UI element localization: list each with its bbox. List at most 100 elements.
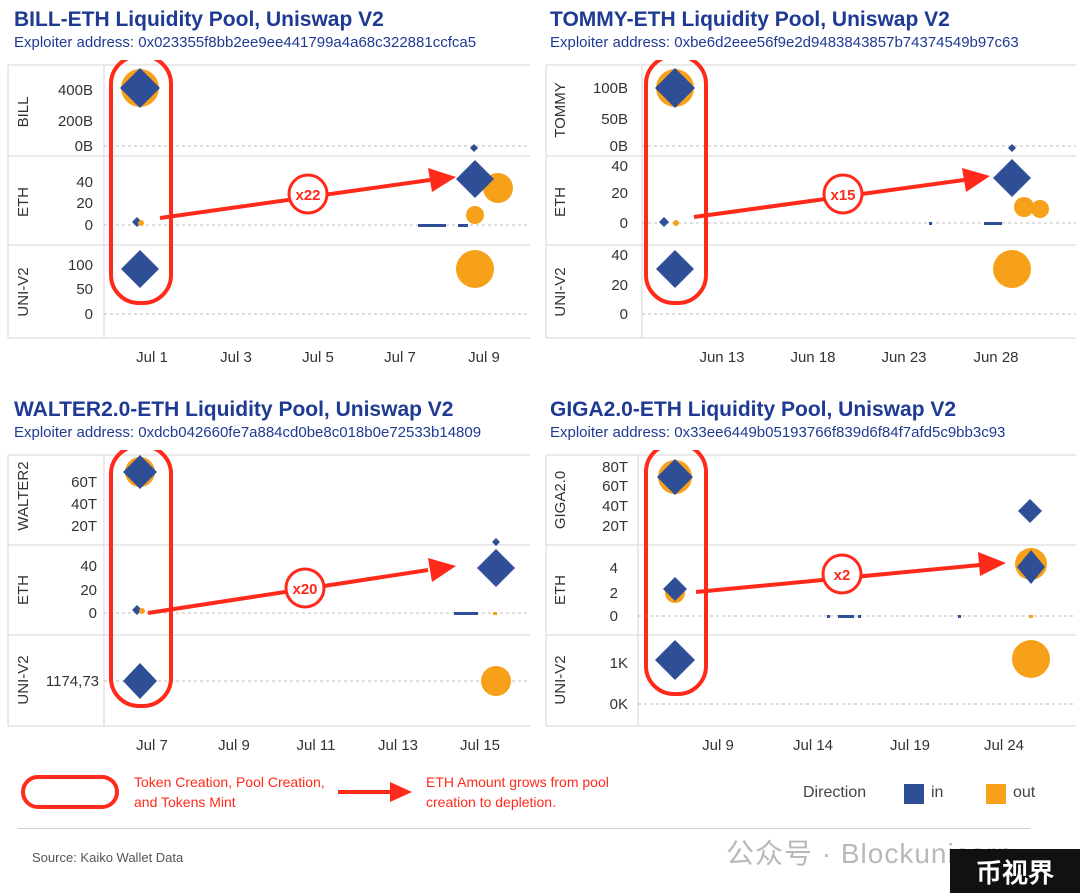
multiplier-label: x20 (292, 581, 317, 598)
growth-arrowhead (962, 168, 990, 192)
point-in (456, 160, 494, 198)
brand-badge: 币视界 (950, 849, 1080, 893)
x-tick: Jul 1 (136, 349, 168, 366)
point-in (123, 663, 157, 699)
x-tick: Jul 9 (702, 737, 734, 754)
creation-oval (109, 60, 173, 305)
panel-label-tommy: TOMMY (552, 82, 569, 138)
point-out (1014, 197, 1034, 217)
point-out (481, 666, 511, 696)
y-tick: 50 (76, 281, 93, 298)
y-tick: 0B (75, 138, 93, 155)
point-in (1008, 144, 1016, 152)
multiplier-badge (822, 173, 864, 215)
point-in (492, 538, 500, 546)
point-out (673, 220, 679, 226)
y-tick: 60T (602, 478, 628, 495)
point-in (655, 68, 695, 108)
point-in (656, 250, 694, 288)
x-tick: Jul 7 (136, 737, 168, 754)
point-in (123, 455, 157, 489)
panel-label-eth: ETH (15, 575, 32, 605)
y-tick: 4 (610, 560, 618, 577)
y-tick: 0 (85, 217, 93, 234)
legend-out-swatch (986, 784, 1006, 804)
creation-oval (644, 60, 708, 305)
point-out (1012, 640, 1050, 678)
legend-in-swatch (904, 784, 924, 804)
point-in (659, 217, 669, 227)
point-out (993, 250, 1031, 288)
chart-title-bill: BILL-ETH Liquidity Pool, Uniswap V2 (14, 8, 384, 31)
tiny-transactions (454, 612, 478, 615)
y-tick: 60T (71, 474, 97, 491)
legend-arrow-text: ETH Amount grows from pool creation to d… (426, 774, 609, 810)
tiny-transactions (418, 224, 468, 227)
multiplier-label: x22 (295, 187, 320, 204)
tiny-transaction (493, 612, 497, 615)
y-tick: 80T (602, 459, 628, 476)
y-tick: 20 (76, 195, 93, 212)
legend-out-label: out (1013, 784, 1036, 801)
x-tick: Jun 28 (973, 349, 1018, 366)
chart-bill: BILL ETH UNI-V2 400B 200B 0B 40 20 0 100… (7, 60, 530, 366)
point-out (139, 608, 145, 614)
chart-subtitle-giga: Exploiter address: 0x33ee6449b05193766f8… (550, 424, 1006, 441)
panel-label-eth: ETH (552, 575, 569, 605)
y-tick: 50B (601, 111, 628, 128)
tiny-transaction (929, 222, 932, 225)
chart-title-giga: GIGA2.0-ETH Liquidity Pool, Uniswap V2 (550, 398, 957, 421)
x-tick: Jul 9 (218, 737, 250, 754)
y-tick: 20T (71, 518, 97, 535)
point-in (993, 159, 1031, 197)
chart-subtitle-walter: Exploiter address: 0xdcb042660fe7a884cd0… (14, 424, 482, 441)
y-tick: 0 (620, 215, 628, 232)
y-tick: 0K (610, 696, 628, 713)
panel-label-eth: ETH (552, 187, 569, 217)
chart-title-tommy: TOMMY-ETH Liquidity Pool, Uniswap V2 (550, 8, 950, 31)
panel-label-univ2: UNI-V2 (15, 267, 32, 316)
y-tick: 40T (602, 498, 628, 515)
legend-direction-label: Direction (803, 784, 867, 801)
point-in (121, 250, 159, 288)
point-in (470, 144, 478, 152)
point-in (655, 640, 695, 680)
y-tick: 40 (80, 558, 97, 575)
y-tick: 0 (85, 306, 93, 323)
multiplier-badge (284, 567, 326, 609)
y-tick: 1174,73 (46, 673, 99, 690)
tiny-transaction (984, 222, 1002, 225)
panel-label-eth: ETH (15, 187, 32, 217)
panel-label-univ2: UNI-V2 (552, 267, 569, 316)
chart-subtitle-bill: Exploiter address: 0x023355f8bb2ee9ee441… (14, 34, 477, 51)
chart-giga: GIGA2.0 ETH UNI-V2 80T 60T 40T 20T 4 2 0… (545, 450, 1076, 754)
panel-label-bill: BILL (15, 97, 32, 128)
y-tick: 200B (58, 113, 93, 130)
point-out (456, 250, 494, 288)
growth-arrowhead (428, 558, 456, 582)
growth-arrowhead (978, 552, 1006, 576)
source-note: Source: Kaiko Wallet Data (32, 850, 184, 865)
multiplier-badge (287, 173, 329, 215)
x-tick: Jul 3 (220, 349, 252, 366)
x-tick: Jul 15 (460, 737, 500, 754)
chart-title-walter: WALTER2.0-ETH Liquidity Pool, Uniswap V2 (14, 398, 454, 421)
y-tick: 1K (610, 655, 628, 672)
y-tick: 40T (71, 496, 97, 513)
y-tick: 0 (620, 306, 628, 323)
y-tick: 20T (602, 518, 628, 535)
multiplier-label: x15 (830, 187, 855, 204)
x-tick: Jul 14 (793, 737, 833, 754)
y-tick: 40 (76, 174, 93, 191)
tiny-transactions (838, 615, 854, 618)
footer-divider (18, 828, 1030, 829)
x-tick: Jul 24 (984, 737, 1024, 754)
tiny-transaction (858, 615, 861, 618)
y-tick: 40 (611, 158, 628, 175)
legend-oval-text: Token Creation, Pool Creation, and Token… (134, 774, 325, 810)
y-tick: 0 (610, 608, 618, 625)
y-tick: 0 (89, 605, 97, 622)
multiplier-label: x2 (834, 567, 851, 584)
x-tick: Jul 7 (384, 349, 416, 366)
x-tick: Jul 5 (302, 349, 334, 366)
